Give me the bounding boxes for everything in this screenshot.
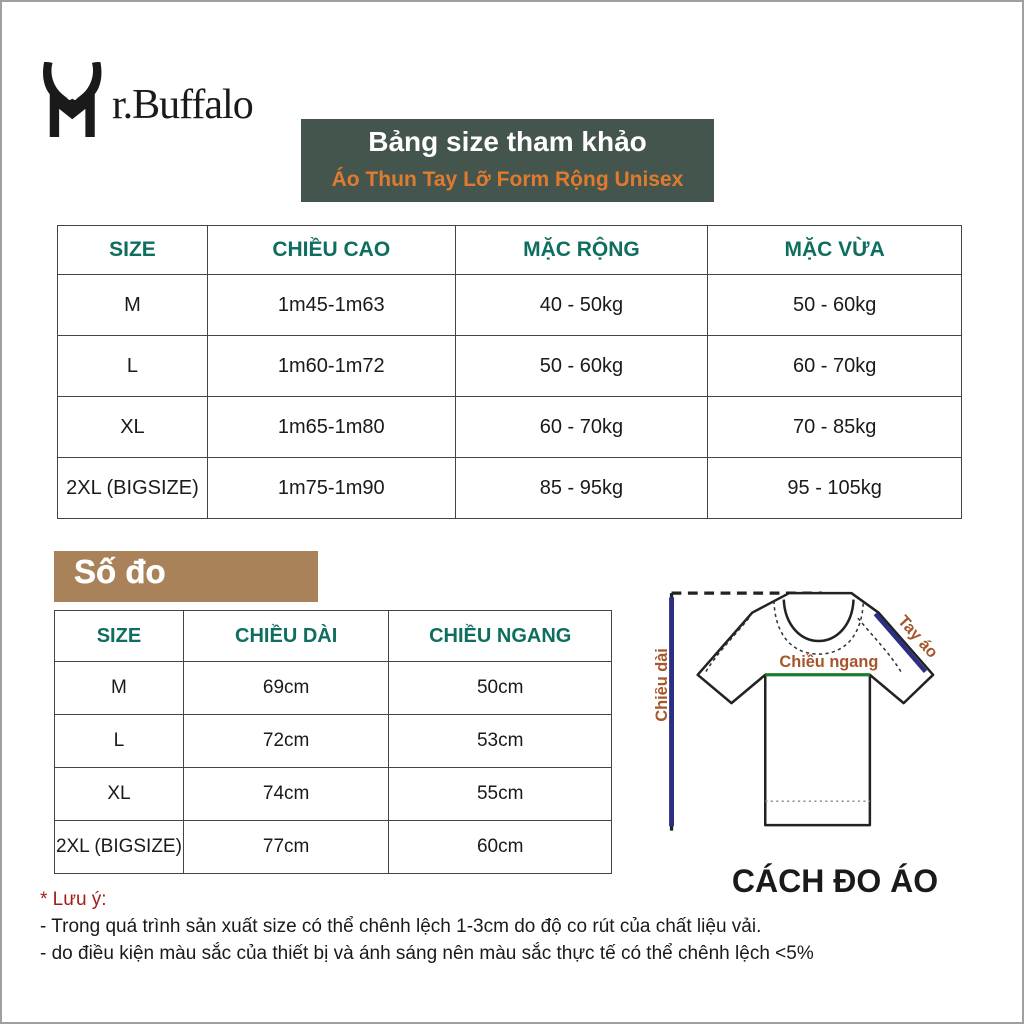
svg-text:Chiều ngang: Chiều ngang bbox=[779, 653, 878, 671]
svg-text:Chiều dài: Chiều dài bbox=[655, 648, 671, 722]
